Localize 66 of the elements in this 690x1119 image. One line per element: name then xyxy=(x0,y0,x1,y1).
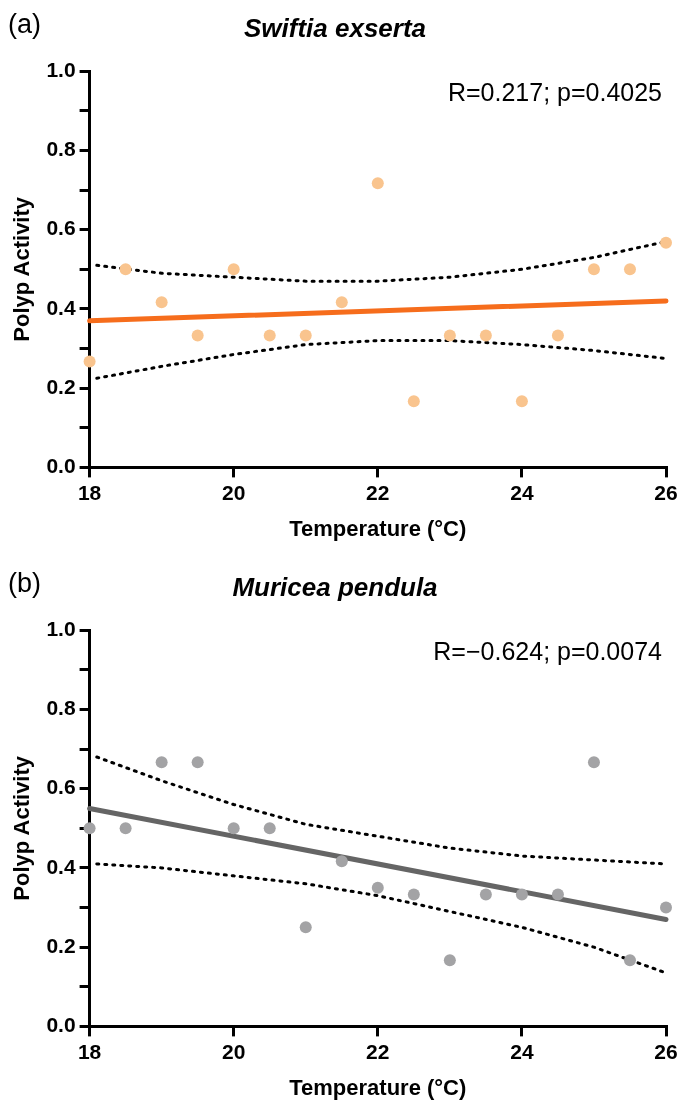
text: (a) xyxy=(8,8,41,39)
point xyxy=(551,329,564,342)
point xyxy=(479,329,492,342)
x-tick-label: 20 xyxy=(222,1039,246,1063)
point xyxy=(371,177,384,190)
chart-title: Swiftia exserta xyxy=(243,12,427,43)
x-tick-label: 26 xyxy=(654,480,678,504)
point xyxy=(407,888,420,901)
point xyxy=(407,395,420,408)
point xyxy=(443,329,456,342)
point xyxy=(227,822,240,835)
point xyxy=(263,329,276,342)
point xyxy=(191,756,204,769)
point xyxy=(515,395,528,408)
point xyxy=(191,329,204,342)
point xyxy=(263,822,276,835)
point xyxy=(119,822,132,835)
point xyxy=(660,236,672,249)
y-tick-label: 1.0 xyxy=(46,617,76,640)
x-tick-label: 20 xyxy=(222,480,246,504)
y-tick-label: 0.6 xyxy=(46,775,76,799)
point xyxy=(119,263,132,276)
point xyxy=(587,263,600,276)
point xyxy=(83,355,96,368)
x-tick-label: 24 xyxy=(510,480,534,504)
point xyxy=(227,263,240,276)
y-axis-title: Polyp Activity xyxy=(9,196,35,342)
y-tick-label: 0.2 xyxy=(46,933,76,957)
point xyxy=(335,296,348,309)
point xyxy=(335,855,348,868)
y-tick-label: 0.2 xyxy=(46,374,76,398)
annotation: R=0.217; p=0.4025 xyxy=(447,77,662,106)
x-tick-label: 18 xyxy=(77,480,102,504)
x-tick-label: 22 xyxy=(366,480,390,504)
y-tick-label: 0.0 xyxy=(46,454,76,478)
text: (b) xyxy=(8,567,41,598)
x-axis-title: Temperature (°C) xyxy=(289,1074,467,1100)
point xyxy=(155,756,168,769)
x-tick-label: 18 xyxy=(77,1039,102,1063)
point xyxy=(299,921,312,934)
y-tick-label: 0.0 xyxy=(46,1013,76,1037)
x-tick-label: 22 xyxy=(366,1039,390,1063)
y-tick-label: 0.4 xyxy=(46,295,76,319)
chart-title: Muricea pendula xyxy=(232,571,438,602)
point xyxy=(443,954,456,967)
point xyxy=(551,888,564,901)
y-tick-label: 0.8 xyxy=(46,696,76,720)
point xyxy=(623,954,636,967)
y-tick-label: 0.8 xyxy=(46,137,76,161)
x-tick-label: 24 xyxy=(510,1039,534,1063)
x-axis-title: Temperature (°C) xyxy=(289,515,467,541)
point xyxy=(660,901,672,914)
point xyxy=(623,263,636,276)
point xyxy=(371,881,384,894)
point xyxy=(155,296,168,309)
point xyxy=(479,888,492,901)
x-tick-label: 26 xyxy=(654,1039,678,1063)
y-tick-label: 0.6 xyxy=(46,216,76,240)
y-tick-label: 1.0 xyxy=(46,58,76,81)
annotation: R=−0.624; p=0.0074 xyxy=(433,636,663,665)
y-tick-label: 0.4 xyxy=(46,854,76,878)
y-axis-title: Polyp Activity xyxy=(9,755,35,901)
point xyxy=(515,888,528,901)
point xyxy=(83,822,96,835)
point xyxy=(299,329,312,342)
point xyxy=(587,756,600,769)
